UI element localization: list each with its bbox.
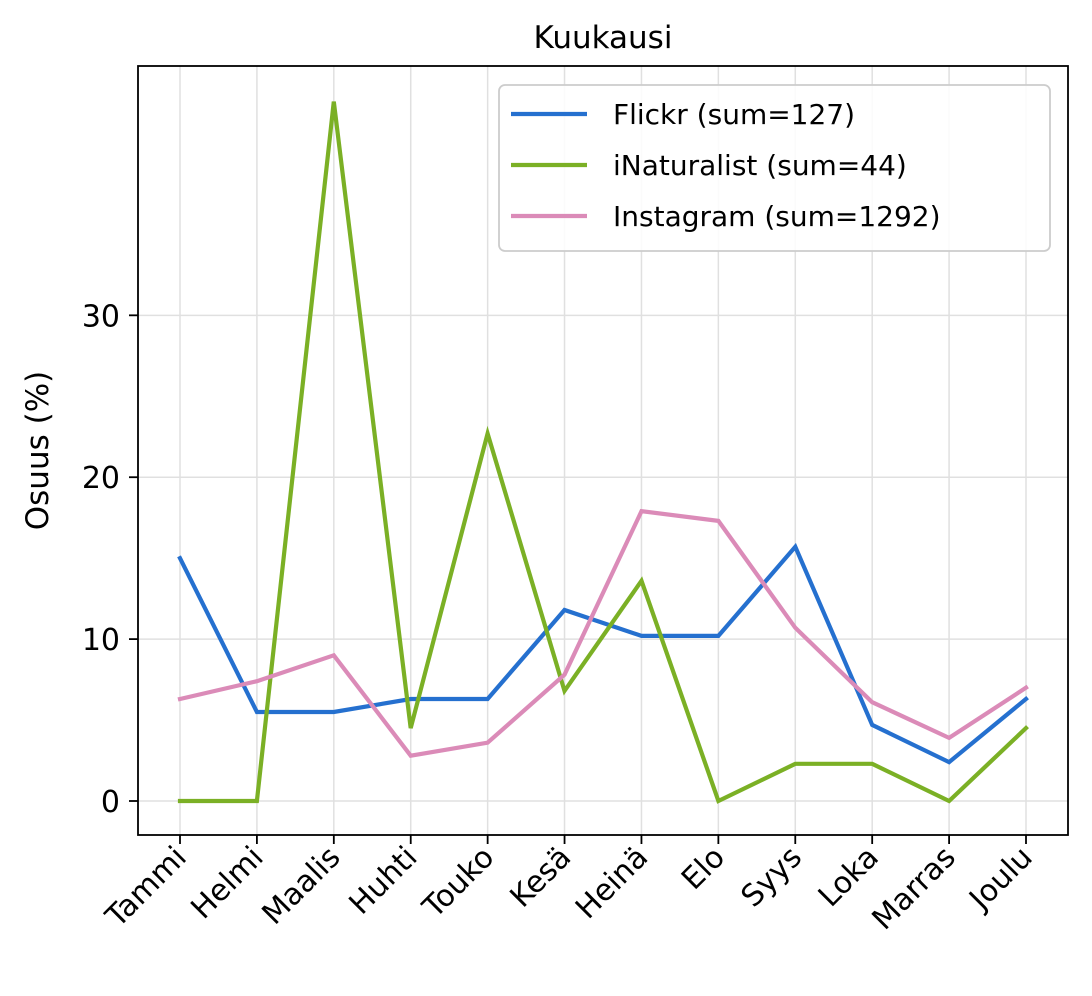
x-tick-label: Tammi [99, 840, 194, 935]
y-tick-label: 10 [82, 623, 120, 658]
x-tick-label: Joulu [961, 840, 1039, 918]
x-tick-label: Huhti [343, 840, 425, 922]
x-tick-label: Helmi [184, 840, 270, 926]
y-tick-label: 20 [82, 461, 120, 496]
y-tick-label: 30 [82, 299, 120, 334]
plot-frame [137, 65, 1069, 836]
y-tick-label: 0 [101, 785, 120, 820]
series-lines [177, 101, 1029, 804]
legend-label: iNaturalist (sum=44) [613, 149, 907, 182]
x-tick-label: Syys [735, 840, 809, 914]
chart-title: Kuukausi [534, 20, 673, 56]
legend-label: Instagram (sum=1292) [613, 200, 941, 233]
x-tick-label: Touko [416, 840, 502, 926]
y-axis-ticks: 0 10 20 30 [82, 299, 138, 820]
legend-box [498, 84, 1051, 252]
legend: Flickr (sum=127) iNaturalist (sum=44) Inst… [498, 84, 1051, 252]
x-tick-label: Elo [675, 840, 732, 897]
legend-label: Flickr (sum=127) [613, 98, 855, 131]
y-axis-label: Osuus (%) [20, 371, 56, 531]
series-line-3 [177, 508, 1029, 758]
x-tick-label: Heinä [569, 840, 655, 926]
x-tick-label: Marras [866, 840, 963, 937]
x-tick-label: Maalis [256, 840, 348, 932]
x-tick-label: Kesä [503, 840, 578, 915]
series-line-1 [177, 542, 1029, 765]
series-line-2 [177, 101, 1029, 804]
